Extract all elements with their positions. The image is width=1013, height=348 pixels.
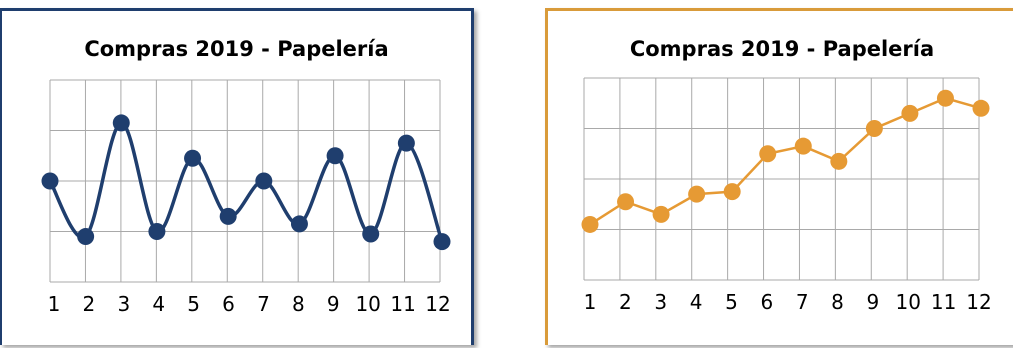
data-point xyxy=(936,89,954,107)
x-tick-label: 5 xyxy=(187,292,200,316)
data-point xyxy=(362,225,380,243)
data-point xyxy=(617,193,635,211)
data-point xyxy=(41,172,59,190)
chart-panel-right: Compras 2019 - Papelería 1 2 3 4 5 6 7 8 9 10 11 12 xyxy=(545,8,1013,345)
chart-panel-left: Compras 2019 - Papelería 1 2 3 4 5 6 7 8 9 10 11 12 xyxy=(0,8,474,345)
data-point xyxy=(77,228,95,246)
chart-left-svg: 1 2 3 4 5 6 7 8 9 10 11 12 xyxy=(41,79,451,316)
x-tick-label: 11 xyxy=(931,290,956,314)
data-point xyxy=(865,120,883,137)
x-tick-label: 1 xyxy=(584,290,597,314)
series-line xyxy=(589,96,982,226)
data-point xyxy=(759,145,777,163)
x-tick-label: 8 xyxy=(292,292,305,316)
chart-title: Compras 2019 - Papelería xyxy=(629,37,935,61)
x-tick-label: 6 xyxy=(222,292,235,316)
x-tick-label: 12 xyxy=(966,290,991,314)
x-tick-label: 8 xyxy=(831,290,844,314)
data-point xyxy=(290,215,308,233)
data-point xyxy=(433,233,451,251)
data-point xyxy=(688,185,706,203)
series-line xyxy=(48,121,444,243)
data-point xyxy=(184,149,202,167)
x-tick-label: 9 xyxy=(327,292,340,316)
data-point xyxy=(794,137,812,155)
chart-title: Compras 2019 - Papelería xyxy=(84,37,389,61)
x-tick-label: 5 xyxy=(725,290,738,314)
x-tick-label: 3 xyxy=(654,290,667,314)
x-tick-label: 9 xyxy=(867,290,880,314)
x-tick-label: 10 xyxy=(355,292,380,316)
x-tick-label: 11 xyxy=(390,292,415,316)
chart-right-svg: 1 2 3 4 5 6 7 8 9 10 11 12 xyxy=(581,77,992,314)
x-tick-label: 1 xyxy=(48,292,61,316)
data-point xyxy=(901,104,919,122)
x-tick-label: 6 xyxy=(760,290,773,314)
x-tick-label: 3 xyxy=(117,292,130,316)
data-point xyxy=(972,99,990,117)
x-tick-label: 2 xyxy=(619,290,632,314)
data-point xyxy=(255,172,273,190)
data-point xyxy=(723,183,741,201)
x-tick-label: 7 xyxy=(257,292,270,316)
data-point xyxy=(397,134,415,152)
data-point xyxy=(830,152,848,170)
data-point xyxy=(652,205,670,223)
x-tick-label: 4 xyxy=(690,290,703,314)
data-point xyxy=(112,114,130,132)
data-point xyxy=(148,223,166,240)
data-point xyxy=(581,215,599,233)
x-tick-label: 7 xyxy=(796,290,809,314)
x-tick-label: 4 xyxy=(152,292,165,316)
x-tick-label: 2 xyxy=(83,292,96,316)
data-point xyxy=(219,207,237,225)
data-point xyxy=(326,147,344,165)
x-tick-label: 10 xyxy=(896,290,921,314)
x-tick-label: 12 xyxy=(425,292,450,316)
